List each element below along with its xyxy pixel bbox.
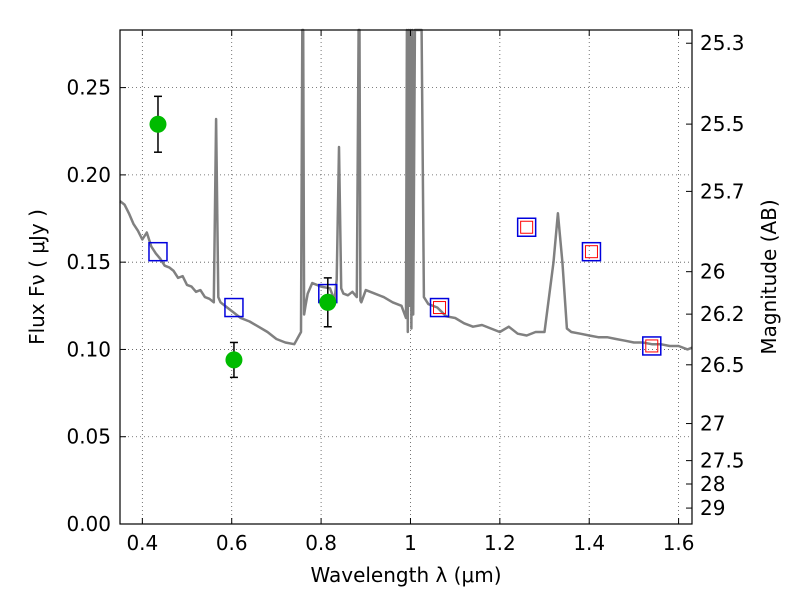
y-tick-label: 0.10 xyxy=(66,337,111,361)
x-axis-title: Wavelength λ (μm) xyxy=(310,563,501,587)
model-inner-marker xyxy=(520,220,534,234)
x-tick-label: 1.4 xyxy=(573,531,605,555)
model-box-marker xyxy=(148,241,168,262)
y-tick-label: 0.00 xyxy=(66,512,111,536)
mag-tick-label: 26.5 xyxy=(700,353,745,377)
model-inner-marker xyxy=(584,245,598,259)
spectrum-layer xyxy=(119,28,693,351)
axis-ticks: 0.4 0.6 0.8 1 1.2 1.4 1.6 0.00 0.05 0.10 0.15 0.20 0… xyxy=(66,30,745,555)
plot-frame xyxy=(119,29,693,525)
points-layer xyxy=(148,95,662,379)
y-tick-label: 0.05 xyxy=(66,425,111,449)
x-tick-label: 1.2 xyxy=(484,531,516,555)
x-tick-label: 1 xyxy=(404,531,417,555)
spectrum-line xyxy=(119,28,693,351)
y-tick-label: 0.25 xyxy=(66,76,111,100)
y-axis-title: Flux Fν ( μJy ) xyxy=(25,209,49,345)
observed-point xyxy=(149,115,167,133)
mag-tick-label: 26 xyxy=(700,260,725,284)
mag-tick-label: 28 xyxy=(700,472,725,496)
mag-tick-label: 25.3 xyxy=(700,31,745,55)
model-box-marker xyxy=(224,297,244,318)
mag-tick-label: 27.5 xyxy=(700,449,745,473)
x-tick-label: 1.6 xyxy=(663,531,695,555)
model-inner-marker xyxy=(645,339,659,353)
x-tick-label: 0.8 xyxy=(305,531,337,555)
y-tick-label: 0.20 xyxy=(66,163,111,187)
model-box-marker xyxy=(516,217,537,238)
model-inner-marker xyxy=(433,301,447,315)
x-tick-label: 0.6 xyxy=(216,531,248,555)
model-box-marker xyxy=(429,297,450,318)
observed-point xyxy=(225,351,243,369)
observed-point xyxy=(319,293,337,311)
x-tick-label: 0.4 xyxy=(126,531,158,555)
mag-tick-label: 29 xyxy=(700,496,725,520)
y2-axis-title: Magnitude (AB) xyxy=(757,199,781,354)
mag-tick-label: 25.5 xyxy=(700,112,745,136)
mag-tick-label: 27 xyxy=(700,412,725,436)
mag-tick-label: 26.2 xyxy=(700,302,745,326)
model-box-marker xyxy=(642,336,662,356)
model-box-marker xyxy=(581,241,602,262)
mag-tick-label: 25.7 xyxy=(700,179,745,203)
y-tick-label: 0.15 xyxy=(66,250,111,274)
